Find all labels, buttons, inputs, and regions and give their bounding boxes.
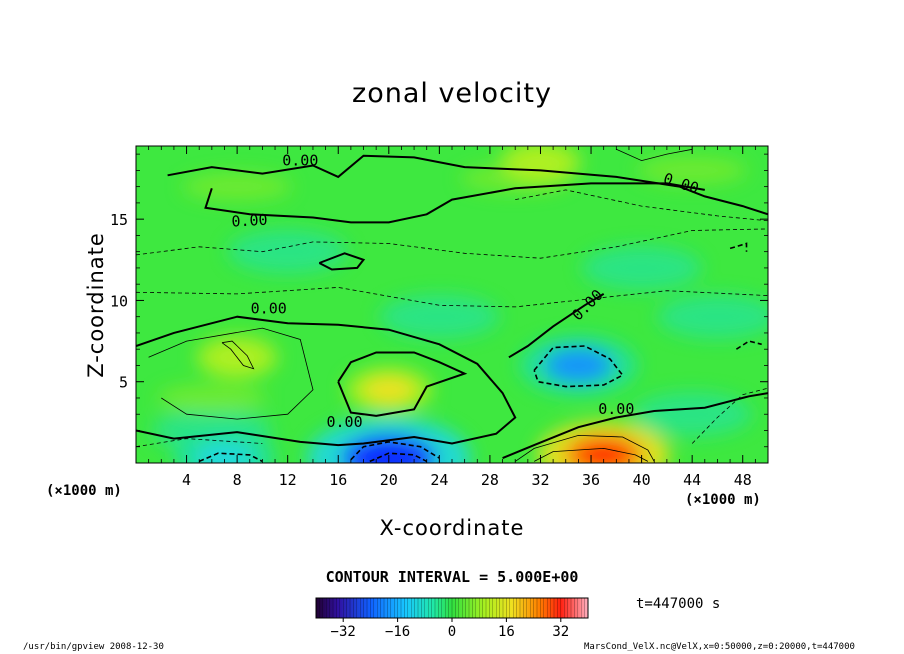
- y-tick-label: 5: [119, 374, 128, 392]
- contour-zero: [136, 315, 517, 447]
- contour-negative: [350, 441, 440, 461]
- field-band: [657, 294, 768, 339]
- colorbar-tick-label: 32: [552, 624, 569, 640]
- y-tick-label: 15: [110, 211, 128, 229]
- x-tick-label: 12: [279, 471, 297, 489]
- contour-zero: [204, 182, 705, 224]
- contour-value-label: 0.00: [251, 299, 287, 317]
- contour-zero: [337, 351, 468, 417]
- field-feature-negative-core: [544, 348, 613, 383]
- contour-value-label: 0.00: [326, 413, 362, 431]
- time-label: t=447000 s: [636, 596, 721, 612]
- x-tick-label: 48: [734, 471, 752, 489]
- colorbar-tick-label: −16: [385, 624, 410, 640]
- field-band: [156, 383, 267, 412]
- x-tick-label: 36: [582, 471, 600, 489]
- contour-zero: [318, 252, 366, 271]
- colorbar-tick-label: 0: [448, 624, 456, 640]
- contour-value-label: 0.00: [282, 152, 318, 170]
- x-tick-label: 40: [633, 471, 651, 489]
- x-tick-label: 4: [182, 471, 191, 489]
- contour-negative: [533, 345, 624, 388]
- x-tick-label: 28: [481, 471, 499, 489]
- contour-interval-label: CONTOUR INTERVAL = 5.000E+00: [325, 568, 579, 586]
- field-feature-negative-core: [195, 442, 254, 463]
- field-feature-positive-core: [517, 149, 564, 175]
- field-feature-positive-core: [364, 376, 414, 403]
- contour-negative: [136, 286, 768, 308]
- x-tick-label: 44: [683, 471, 701, 489]
- contour-negative: [515, 189, 768, 222]
- x-tick-label: 20: [380, 471, 398, 489]
- contour-value-label: 0.00: [231, 211, 268, 231]
- field-band: [637, 156, 748, 185]
- x-tick-label: 32: [531, 471, 549, 489]
- x-tick-label: 16: [329, 471, 347, 489]
- contour-zero: [508, 293, 605, 359]
- contour-positive: [148, 327, 314, 420]
- contour-positive: [534, 447, 649, 462]
- contour-zero: [502, 392, 768, 460]
- x-unit-label-right: (×1000 m): [685, 492, 761, 508]
- field-band: [227, 229, 348, 274]
- x-tick-label: 24: [430, 471, 448, 489]
- x-tick-label: 8: [233, 471, 242, 489]
- colorbar-tick-label: −32: [331, 624, 356, 640]
- contour-negative: [735, 340, 762, 350]
- contour-negative: [198, 452, 263, 463]
- field-band: [632, 392, 753, 437]
- field-band: [379, 294, 500, 339]
- field-band: [581, 245, 702, 290]
- footer-right-text: MarsCond_VelX.nc@VelX,x=0:50000,z=0:2000…: [584, 642, 855, 652]
- x-unit-label-left: (×1000 m): [46, 483, 122, 499]
- contour-negative: [729, 242, 748, 252]
- field-band: [182, 172, 293, 201]
- x-axis-label: X-coordinate: [379, 516, 525, 540]
- contour-negative: [136, 438, 263, 448]
- field-feature-core: [362, 445, 416, 463]
- contour-positive: [514, 434, 655, 462]
- colorbar-tick-label: 16: [498, 624, 515, 640]
- chart-title: zonal velocity: [352, 78, 552, 109]
- contour-zero: [167, 154, 768, 216]
- contour-negative: [369, 452, 428, 463]
- contour-value-label: 0.00: [598, 400, 634, 418]
- y-tick-label: 10: [110, 292, 128, 310]
- footer-left-text: /usr/bin/gpview 2008-12-30: [23, 642, 164, 652]
- contour-positive: [616, 148, 693, 162]
- contour-positive: [221, 340, 255, 370]
